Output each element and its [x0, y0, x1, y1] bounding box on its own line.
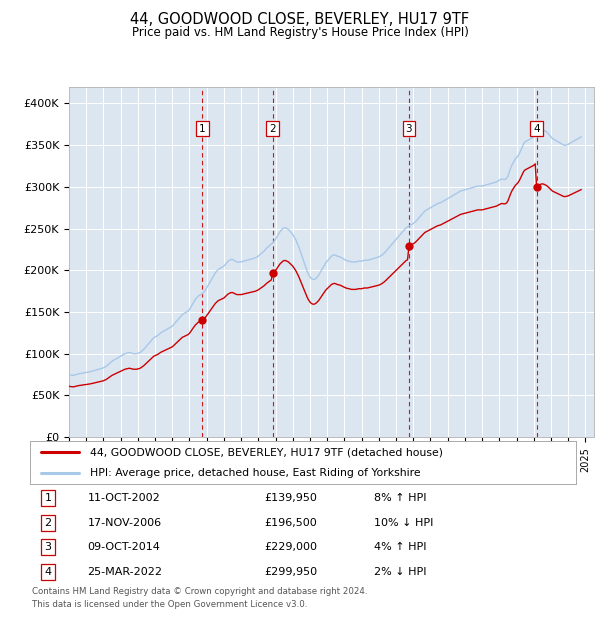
Text: 44, GOODWOOD CLOSE, BEVERLEY, HU17 9TF (detached house): 44, GOODWOOD CLOSE, BEVERLEY, HU17 9TF (…	[90, 448, 443, 458]
Text: Contains HM Land Registry data © Crown copyright and database right 2024.: Contains HM Land Registry data © Crown c…	[32, 587, 368, 596]
Text: £139,950: £139,950	[265, 494, 317, 503]
Text: 25-MAR-2022: 25-MAR-2022	[88, 567, 163, 577]
Text: 8% ↑ HPI: 8% ↑ HPI	[374, 494, 427, 503]
Text: HPI: Average price, detached house, East Riding of Yorkshire: HPI: Average price, detached house, East…	[90, 467, 421, 477]
Text: 11-OCT-2002: 11-OCT-2002	[88, 494, 160, 503]
Text: 2% ↓ HPI: 2% ↓ HPI	[374, 567, 427, 577]
Text: 4% ↑ HPI: 4% ↑ HPI	[374, 542, 427, 552]
Text: 10% ↓ HPI: 10% ↓ HPI	[374, 518, 433, 528]
Text: 3: 3	[406, 123, 412, 133]
Text: Price paid vs. HM Land Registry's House Price Index (HPI): Price paid vs. HM Land Registry's House …	[131, 26, 469, 39]
Text: £299,950: £299,950	[265, 567, 318, 577]
Text: 3: 3	[44, 542, 52, 552]
Text: 2: 2	[44, 518, 52, 528]
Text: £229,000: £229,000	[265, 542, 318, 552]
Text: 4: 4	[44, 567, 52, 577]
Text: 2: 2	[269, 123, 276, 133]
Text: £196,500: £196,500	[265, 518, 317, 528]
Text: 44, GOODWOOD CLOSE, BEVERLEY, HU17 9TF: 44, GOODWOOD CLOSE, BEVERLEY, HU17 9TF	[130, 12, 470, 27]
Text: This data is licensed under the Open Government Licence v3.0.: This data is licensed under the Open Gov…	[32, 600, 308, 609]
Text: 1: 1	[44, 494, 52, 503]
Text: 09-OCT-2014: 09-OCT-2014	[88, 542, 160, 552]
Text: 17-NOV-2006: 17-NOV-2006	[88, 518, 161, 528]
Text: 1: 1	[199, 123, 206, 133]
Text: 4: 4	[533, 123, 540, 133]
